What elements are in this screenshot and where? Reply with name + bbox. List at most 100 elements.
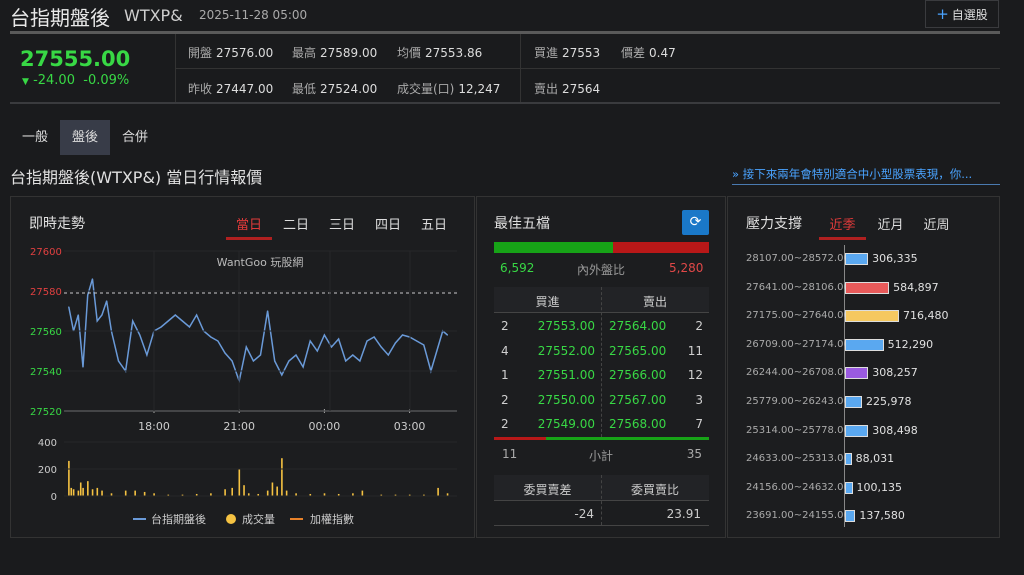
tab-combined[interactable]: 合併 bbox=[122, 130, 149, 145]
bid-size: 2 bbox=[501, 319, 509, 333]
volume-value: 584,897 bbox=[893, 280, 939, 294]
bid-size: 1 bbox=[501, 368, 509, 382]
volume-bar bbox=[143, 491, 146, 496]
volume-bar bbox=[77, 490, 80, 496]
volume-bar bbox=[110, 493, 113, 496]
legend-price[interactable]: 台指期盤後 bbox=[151, 512, 206, 526]
price-range: 24156.00~24632.00 bbox=[746, 481, 850, 493]
ask-price: 27568.00 bbox=[609, 417, 667, 431]
tab-month[interactable]: 近月 bbox=[877, 218, 904, 233]
volume-value: 306,335 bbox=[872, 252, 918, 265]
quote-bid: 買進 27553 bbox=[534, 46, 601, 60]
volume-bar bbox=[195, 493, 198, 496]
volume-bar bbox=[96, 487, 99, 496]
bid-ask-ratio: 23.91 bbox=[666, 507, 701, 521]
change-percent: -0.09% bbox=[83, 73, 130, 88]
pressure-panel: 壓力支撐 近季 近月 近周 28107.00~28572.00 306,335 2… bbox=[727, 196, 1000, 538]
diff-header: 委買賣差 bbox=[523, 483, 572, 497]
volume-value: 308,498 bbox=[872, 423, 918, 437]
quote-panel bbox=[10, 34, 1000, 104]
range-tab-5d[interactable]: 五日 bbox=[420, 218, 447, 233]
ratio-header: 委買賣比 bbox=[630, 483, 679, 497]
volume-bar bbox=[845, 253, 869, 265]
tab-after-hours[interactable]: 盤後 bbox=[60, 120, 111, 155]
volume-bar bbox=[68, 460, 70, 496]
ask-size: 7 bbox=[695, 417, 703, 431]
volume-bar bbox=[309, 493, 312, 496]
news-link[interactable]: » 接下來兩年會特別適合中小型股票表現，你... bbox=[732, 166, 1000, 185]
ask-price: 27567.00 bbox=[609, 392, 667, 407]
tab-week[interactable]: 近周 bbox=[923, 218, 950, 233]
volume-value: 137,580 bbox=[859, 509, 905, 523]
volume-value: 100,135 bbox=[856, 480, 903, 494]
ratio-bar bbox=[494, 242, 709, 253]
price-range: 27641.00~28106.00 bbox=[746, 281, 850, 293]
ask-total: 35 bbox=[686, 447, 702, 461]
bid-size: 4 bbox=[501, 343, 509, 358]
volume-bar bbox=[167, 494, 170, 496]
range-tab-2d[interactable]: 二日 bbox=[282, 218, 309, 233]
volume-bar bbox=[845, 338, 884, 351]
session-tabs: 一般 盤後 合併 bbox=[10, 120, 160, 155]
legend-dot-icon bbox=[226, 514, 236, 524]
volume-bar bbox=[423, 494, 425, 496]
best-five-panel: 最佳五檔 ⟳ 6,592 內外盤比 5,280 買進 賣出 2 27553.00 2… bbox=[476, 196, 726, 538]
volume-bar bbox=[224, 489, 226, 496]
volume-bar bbox=[101, 490, 103, 496]
range-tab-3d[interactable]: 三日 bbox=[328, 218, 355, 233]
last-price: 27555.00 bbox=[20, 47, 131, 71]
legend-index[interactable]: 加權指數 bbox=[310, 512, 354, 526]
legend-volume[interactable]: 成交量 bbox=[242, 512, 275, 526]
best-five-title: 最佳五檔 bbox=[494, 216, 550, 232]
range-tab-1d[interactable]: 當日 bbox=[226, 214, 272, 240]
refresh-icon[interactable]: ⟳ bbox=[682, 210, 709, 235]
trend-title: 即時走勢 bbox=[29, 216, 85, 232]
volume-bar bbox=[845, 310, 899, 323]
price-range: 23691.00~24155.00 bbox=[746, 510, 850, 522]
y-tick-label: 27540 bbox=[30, 367, 62, 378]
volume-bar bbox=[134, 490, 136, 496]
pressure-title: 壓力支撐 bbox=[746, 216, 802, 232]
volume-bar bbox=[845, 367, 869, 380]
x-tick-label: 21:00 bbox=[223, 420, 255, 433]
quote-ask: 賣出 27564 bbox=[534, 82, 601, 96]
favorite-label: 自選股 bbox=[951, 7, 988, 22]
price-range: 24633.00~25313.00 bbox=[746, 453, 850, 465]
plus-icon: + bbox=[936, 5, 949, 23]
volume-bar bbox=[845, 281, 890, 294]
volume-bar bbox=[276, 486, 278, 496]
ask-size: 3 bbox=[695, 392, 703, 407]
price-range: 26709.00~27174.00 bbox=[746, 338, 850, 350]
volume-bar bbox=[79, 482, 82, 496]
volume-bar bbox=[243, 485, 245, 496]
y-tick-label: 27560 bbox=[30, 327, 62, 338]
tab-general[interactable]: 一般 bbox=[22, 130, 49, 145]
volume-bar bbox=[845, 424, 869, 437]
volume-bar bbox=[845, 481, 853, 494]
volume-tick-label: 200 bbox=[38, 465, 57, 476]
range-tab-4d[interactable]: 四日 bbox=[374, 218, 401, 233]
tab-quarter[interactable]: 近季 bbox=[819, 214, 866, 240]
volume-bar bbox=[394, 494, 397, 496]
volume-bar bbox=[271, 482, 274, 496]
volume-value: 225,978 bbox=[866, 395, 912, 408]
ratio-label: 內外盤比 bbox=[577, 263, 626, 277]
quote-prev-close: 昨收 27447.00 bbox=[188, 82, 274, 96]
volume-bar bbox=[70, 487, 73, 496]
bid-price: 27552.00 bbox=[537, 343, 595, 358]
volume-bar bbox=[87, 481, 89, 496]
volume-bar bbox=[181, 494, 184, 496]
quote-volume: 成交量(口) 12,247 bbox=[397, 82, 501, 96]
trend-chart: 0 200 400 03:00 00:00 21:00 18:00 27520 27540 275… bbox=[30, 247, 457, 526]
volume-bar bbox=[82, 487, 84, 496]
price-range: 27175.00~27640.00 bbox=[746, 310, 850, 322]
volume-bar bbox=[446, 493, 449, 496]
add-favorite-button[interactable]: + 自選股 bbox=[925, 0, 999, 28]
price-line bbox=[68, 278, 448, 384]
y-tick-label: 27520 bbox=[30, 407, 62, 418]
price-range: 25779.00~26243.00 bbox=[746, 396, 850, 407]
volume-bar bbox=[281, 458, 283, 496]
section-title: 台指期盤後(WTXP&) 當日行情報價 bbox=[10, 168, 263, 187]
price-range: 25314.00~25778.00 bbox=[746, 424, 850, 436]
price-range: 26244.00~26708.00 bbox=[746, 367, 850, 379]
